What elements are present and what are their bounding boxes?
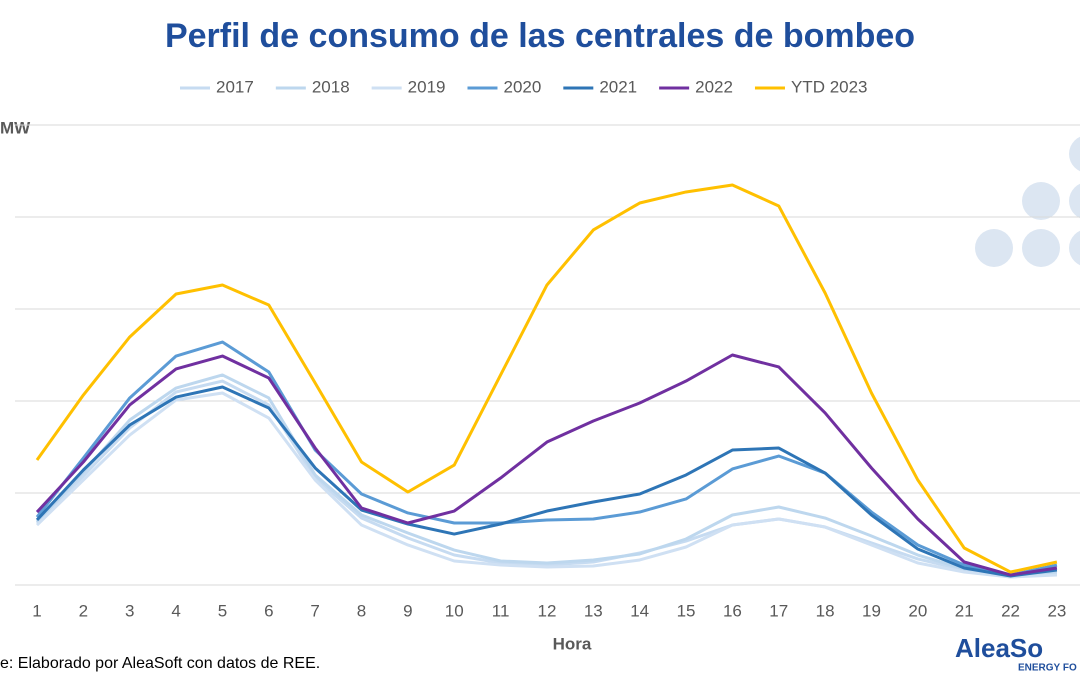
- series-line: [35, 391, 1057, 579]
- x-tick-label: 15: [677, 601, 696, 620]
- logo: AleaSo: [955, 633, 1043, 663]
- series-line: [35, 353, 1058, 577]
- x-tick-label: 17: [769, 601, 788, 620]
- logo-sub: ENERGY FO: [1018, 663, 1077, 674]
- x-tick-label: 5: [218, 601, 227, 620]
- legend-label: 2022: [695, 77, 733, 96]
- legend-label: 2021: [599, 77, 637, 96]
- x-tick-label: 1: [32, 601, 41, 620]
- series-line: [35, 373, 1058, 578]
- decor: [975, 136, 1080, 267]
- source: e: Elaborado por AleaSoft con datos de R…: [0, 655, 320, 672]
- x-tick-label: 21: [955, 601, 974, 620]
- x-tick-label: 18: [816, 601, 835, 620]
- x-tick-label: 20: [908, 601, 927, 620]
- x-tick-label: 7: [310, 601, 319, 620]
- x-tick-label: 22: [1001, 601, 1020, 620]
- x-tick-label: 9: [403, 601, 412, 620]
- legend-label: YTD 2023: [791, 77, 868, 96]
- x-tick-label: 8: [357, 601, 366, 620]
- x-axis-label: Hora: [553, 634, 592, 653]
- series-line: [35, 385, 1058, 578]
- x-tick-label: 16: [723, 601, 742, 620]
- x-tick-label: 13: [584, 601, 603, 620]
- legend-label: 2018: [312, 77, 350, 96]
- x-tick-label: 4: [171, 601, 180, 620]
- x-tick-label: 14: [630, 601, 649, 620]
- series-line: [35, 379, 1058, 579]
- x-tick-label: 23: [1047, 601, 1066, 620]
- legend-label: 2019: [408, 77, 446, 96]
- series-line: [35, 340, 1058, 577]
- x-tick-label: 12: [537, 601, 556, 620]
- x-tick-label: 3: [125, 601, 134, 620]
- x-tick-label: 19: [862, 601, 881, 620]
- x-tick-label: 10: [445, 601, 464, 620]
- x-tick-label: 11: [492, 601, 510, 620]
- chart-title: Perfil de consumo de las centrales de bo…: [165, 17, 915, 55]
- legend-label: 2020: [503, 77, 541, 96]
- y-axis-label: MW: [0, 118, 31, 137]
- legend-label: 2017: [216, 77, 254, 96]
- series-line: [35, 183, 1058, 574]
- x-tick-label: 6: [264, 601, 273, 620]
- x-tick-label: 2: [79, 601, 88, 620]
